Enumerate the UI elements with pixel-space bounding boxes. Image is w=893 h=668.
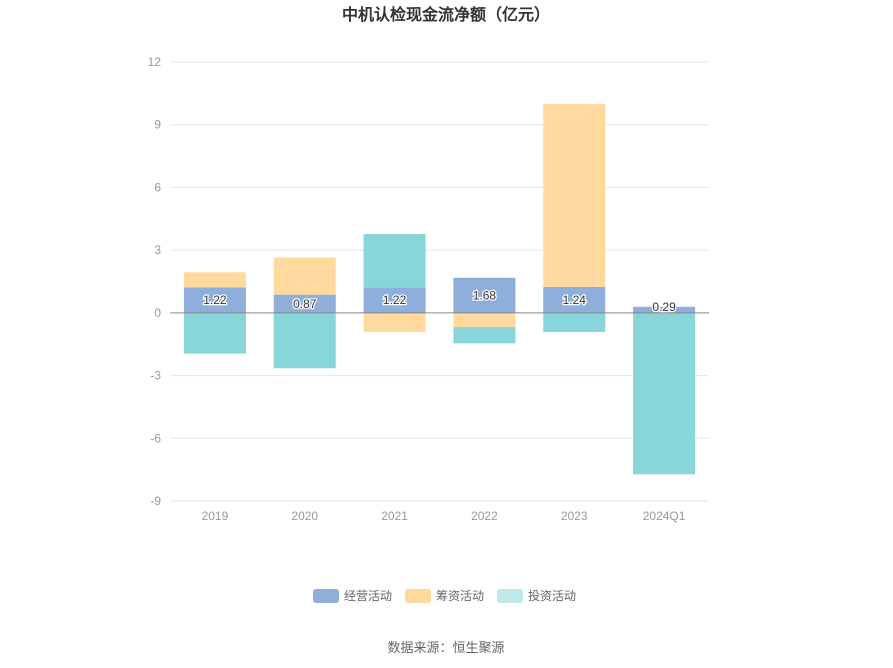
bar-investing-2023 (543, 312, 606, 333)
y-tick-label: -9 (150, 494, 161, 508)
y-tick-label: 3 (154, 243, 161, 257)
y-axis-ticks: 12 9 6 3 0 -3 -6 -9 (148, 55, 162, 508)
bar-financing-2020 (273, 257, 336, 295)
bar-financing-2021 (363, 312, 426, 333)
y-tick-label: 12 (148, 55, 162, 69)
bar-investing-2022 (453, 327, 516, 344)
data-label-2024Q1: 0.29 (652, 300, 676, 314)
legend-item-operating[interactable]: 经营活动 (313, 589, 392, 603)
legend-label-operating: 经营活动 (344, 589, 392, 603)
y-tick-label: 9 (154, 118, 161, 132)
legend-swatch-investing (497, 589, 523, 603)
legend-item-investing[interactable]: 投资活动 (497, 588, 576, 603)
bar-operating-2019 (183, 287, 246, 313)
bar-operating-2021 (363, 287, 426, 313)
data-labels: 1.22 0.87 1.22 1.68 1.24 0.29 (202, 287, 677, 315)
x-tick-label: 2023 (561, 509, 588, 523)
data-label-2019: 1.22 (203, 293, 227, 307)
x-tick-label: 2024Q1 (643, 509, 686, 523)
legend-label-financing: 筹资活动 (436, 589, 484, 603)
legend: 经营活动 筹资活动 投资活动 (313, 588, 576, 603)
legend-swatch-operating (313, 589, 339, 603)
bar-investing-2024Q1 (633, 312, 696, 475)
y-tick-label: -6 (150, 431, 161, 445)
y-tick-label: 0 (154, 306, 161, 320)
x-axis-ticks: 2019 2020 2021 2022 2023 2024Q1 (202, 509, 686, 523)
legend-item-financing[interactable]: 筹资活动 (405, 589, 484, 603)
bar-operating-2020 (273, 294, 336, 313)
bar-operating-2024Q1 (633, 306, 696, 313)
y-tick-label: -3 (150, 369, 161, 383)
chart-title: 中机认检现金流净额（亿元） (342, 5, 550, 24)
bar-operating-2023 (543, 286, 606, 313)
bar-operating-2022 (453, 277, 516, 313)
x-tick-label: 2022 (471, 509, 498, 523)
bar-financing-2023 (543, 103, 606, 287)
bar-financing-2019 (183, 272, 246, 288)
bar-investing-2019 (183, 312, 246, 354)
data-label-2020: 0.87 (293, 297, 317, 311)
legend-label-investing: 投资活动 (528, 588, 576, 603)
data-source: 数据来源：恒生聚源 (387, 640, 504, 655)
data-label-2023: 1.24 (563, 293, 587, 307)
bars (183, 103, 696, 475)
data-label-2021: 1.22 (383, 293, 407, 307)
x-tick-label: 2019 (202, 509, 229, 523)
grid (170, 61, 709, 502)
y-tick-label: 6 (154, 180, 161, 194)
bar-investing-2020 (273, 312, 336, 369)
data-label-2022: 1.68 (473, 288, 497, 302)
bar-investing-2021 (363, 234, 426, 288)
x-tick-label: 2020 (291, 509, 318, 523)
legend-swatch-financing (405, 589, 431, 603)
x-tick-label: 2021 (381, 509, 408, 523)
bar-financing-2022 (453, 312, 516, 328)
